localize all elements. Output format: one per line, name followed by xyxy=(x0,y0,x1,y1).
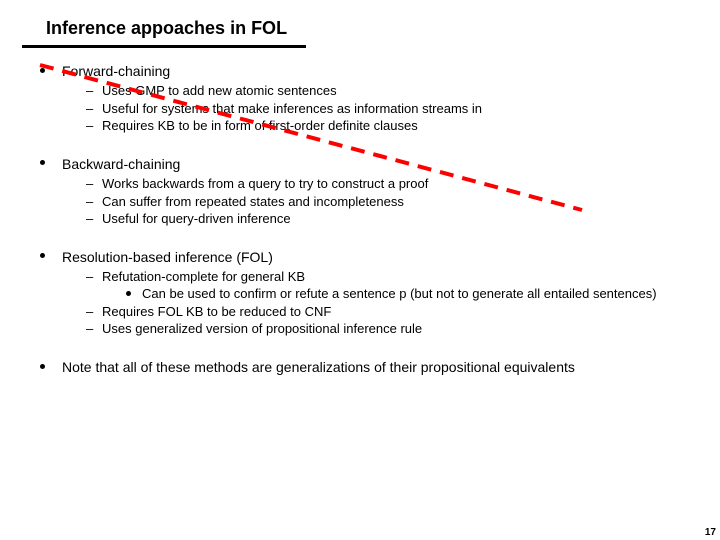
list-item: Note that all of these methods are gener… xyxy=(40,358,696,376)
content-list: Forward-chaining Uses GMP to add new atom… xyxy=(40,62,696,376)
sub-list: Uses GMP to add new atomic sentences Usef… xyxy=(62,82,696,135)
sub-list: Works backwards from a query to try to c… xyxy=(62,175,696,228)
sub-item-text: Refutation-complete for general KB xyxy=(102,269,305,284)
sub-item: Works backwards from a query to try to c… xyxy=(86,175,696,193)
item-heading: Forward-chaining xyxy=(62,62,696,80)
bullet-icon xyxy=(40,160,45,165)
sub-item: Uses GMP to add new atomic sentences xyxy=(86,82,696,100)
sub-item: Refutation-complete for general KBCan be… xyxy=(86,268,696,303)
subsub-item: Can be used to confirm or refute a sente… xyxy=(126,285,696,303)
item-heading: Resolution-based inference (FOL) xyxy=(62,248,696,266)
bullet-icon xyxy=(40,68,45,73)
slide-title: Inference appoaches in FOL xyxy=(46,18,696,39)
page-number: 17 xyxy=(705,527,716,538)
bullet-icon xyxy=(40,253,45,258)
sub-item-text: Useful for systems that make inferences … xyxy=(102,101,482,116)
sub-item-text: Uses generalized version of propositiona… xyxy=(102,321,422,336)
sub-item-text: Works backwards from a query to try to c… xyxy=(102,176,428,191)
list-item: Resolution-based inference (FOL) Refutati… xyxy=(40,248,696,338)
sub-list: Refutation-complete for general KBCan be… xyxy=(62,268,696,338)
item-heading: Note that all of these methods are gener… xyxy=(62,358,696,376)
sub-item: Uses generalized version of propositiona… xyxy=(86,320,696,338)
sub-item-text: Uses GMP to add new atomic sentences xyxy=(102,83,337,98)
sub-item: Useful for systems that make inferences … xyxy=(86,100,696,118)
bullet-icon xyxy=(40,364,45,369)
sub-item: Can suffer from repeated states and inco… xyxy=(86,193,696,211)
sub-item: Useful for query-driven inference xyxy=(86,210,696,228)
sub-item-text: Useful for query-driven inference xyxy=(102,211,291,226)
subsub-list: Can be used to confirm or refute a sente… xyxy=(102,285,696,303)
list-item: Backward-chaining Works backwards from a … xyxy=(40,155,696,228)
sub-item: Requires FOL KB to be reduced to CNF xyxy=(86,303,696,321)
sub-item-text: Requires KB to be in form of first-order… xyxy=(102,118,418,133)
sub-item-text: Requires FOL KB to be reduced to CNF xyxy=(102,304,331,319)
slide: Inference appoaches in FOL Forward-chain… xyxy=(0,0,720,540)
sub-item-text: Can suffer from repeated states and inco… xyxy=(102,194,404,209)
title-rule xyxy=(22,45,306,48)
sub-item: Requires KB to be in form of first-order… xyxy=(86,117,696,135)
item-heading: Backward-chaining xyxy=(62,155,696,173)
list-item: Forward-chaining Uses GMP to add new atom… xyxy=(40,62,696,135)
